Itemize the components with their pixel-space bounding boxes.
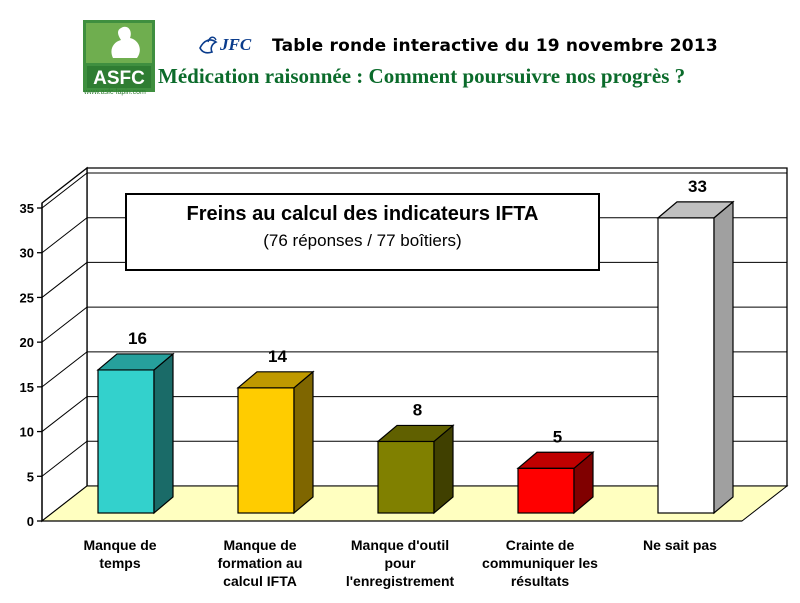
- bar-side: [713, 200, 734, 515]
- x-tick-label: Ne sait pas: [643, 537, 717, 553]
- y-tick-label: 25: [20, 290, 34, 305]
- y-tick-label: 35: [20, 201, 34, 216]
- gridline: [41, 172, 787, 209]
- x-tick-label: résultats: [511, 573, 570, 589]
- chart-plot-area: 0 5 10 15 20 25 30 35 16 Manque de temps 14 Manque d…: [20, 166, 789, 589]
- y-tick-label: 30: [20, 246, 34, 261]
- bar: [97, 369, 155, 514]
- chart-title: Freins au calcul des indicateurs IFTA: [186, 203, 539, 225]
- asfc-logo: ASFC: [83, 20, 155, 92]
- x-tick-label: Manque d'outil: [351, 537, 449, 553]
- bar: [517, 467, 575, 514]
- logo-caption: www.asfc-lapin.com: [84, 89, 146, 96]
- y-tick-label: 10: [20, 425, 34, 440]
- x-tick-label: Manque de: [83, 537, 156, 553]
- y-tick-label: 15: [20, 380, 34, 395]
- bar-top: [656, 201, 735, 219]
- x-tick-label: calcul IFTA: [223, 573, 297, 589]
- bar-top: [96, 353, 175, 371]
- bar: [237, 387, 295, 514]
- chart-side-wall: [41, 166, 88, 523]
- x-tick-label: Manque de: [223, 537, 296, 553]
- x-tick-label: temps: [99, 555, 140, 571]
- bar-top: [516, 451, 595, 469]
- data-label: 16: [128, 329, 147, 348]
- bar-top: [236, 371, 315, 389]
- gridline: [41, 351, 787, 388]
- bar-side: [293, 370, 314, 515]
- bar: [657, 217, 715, 514]
- y-tick-label: 5: [27, 469, 34, 484]
- page-subtitle: Médication raisonnée : Comment poursuivr…: [158, 64, 686, 88]
- y-tick-label: 20: [20, 335, 34, 350]
- event-title: Table ronde interactive du 19 novembre 2…: [272, 36, 718, 56]
- data-label: 33: [688, 177, 707, 196]
- jfc-logo-text: JFC: [220, 35, 252, 54]
- data-label: 5: [553, 427, 562, 446]
- jfc-logo: [199, 36, 218, 54]
- bar-top: [376, 424, 455, 443]
- x-tick-label: formation au: [218, 555, 303, 571]
- x-tick-label: Crainte de: [506, 537, 575, 553]
- gridline: [41, 306, 787, 343]
- asfc-logo-text: ASFC: [93, 68, 145, 89]
- chart-subtitle: (76 réponses / 77 boîtiers): [263, 231, 462, 250]
- data-label: 8: [413, 400, 422, 419]
- bar: [377, 440, 435, 514]
- bar-side: [153, 352, 174, 515]
- gridline: [41, 440, 787, 477]
- y-tick-label: 0: [27, 514, 34, 529]
- chart-title-box: Freins au calcul des indicateurs IFTA (7…: [125, 193, 600, 271]
- x-tick-label: pour: [384, 555, 416, 571]
- gridline: [41, 396, 787, 432]
- x-tick-label: communiquer les: [482, 555, 598, 571]
- x-tick-label: l'enregistrement: [346, 573, 455, 589]
- data-label: 14: [268, 347, 287, 366]
